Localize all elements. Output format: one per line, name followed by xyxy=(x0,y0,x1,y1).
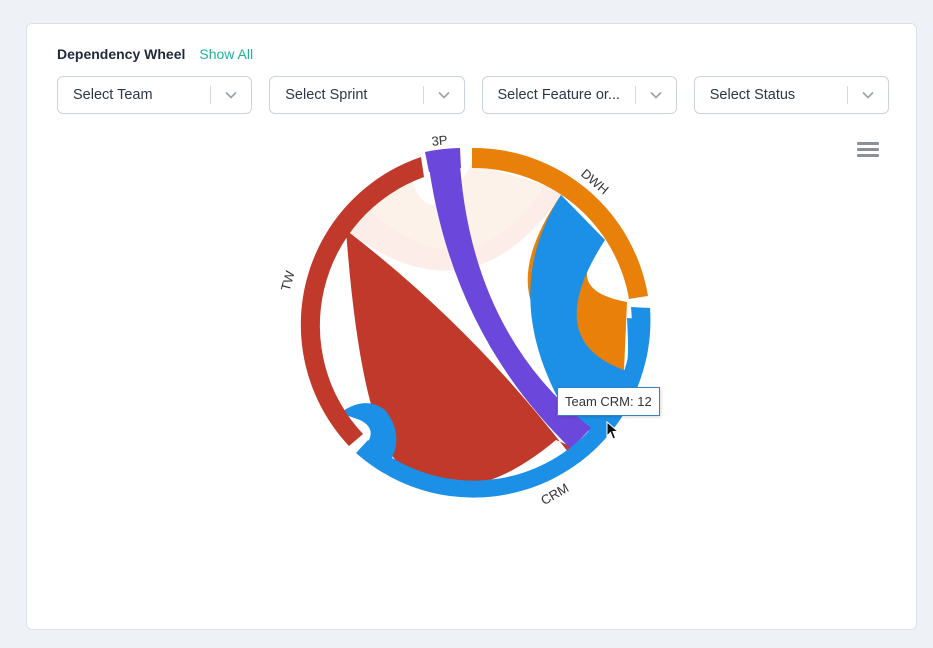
node-arc-3p[interactable] xyxy=(425,148,461,172)
select-feature-label: Select Feature or... xyxy=(497,87,621,103)
show-all-link[interactable]: Show All xyxy=(199,46,254,62)
node-arc-dwh[interactable] xyxy=(472,147,648,299)
select-team-label: Select Team xyxy=(73,87,153,103)
select-feature-dropdown[interactable]: Select Feature or... xyxy=(481,76,677,114)
card-header: Dependency Wheel Show All xyxy=(57,44,253,64)
dropdown-separator xyxy=(634,86,636,104)
select-status-label: Select Status xyxy=(709,87,796,103)
node-arc-tw[interactable] xyxy=(300,157,424,446)
select-status-dropdown[interactable]: Select Status xyxy=(693,76,889,114)
dropdown-separator xyxy=(210,86,212,104)
ribbon-crm-tw-hook[interactable] xyxy=(340,403,397,462)
node-label-3p: 3P xyxy=(431,132,448,149)
mouse-pointer-icon xyxy=(606,421,620,440)
node-arc-crm[interactable] xyxy=(356,307,651,498)
dropdown-separator xyxy=(847,86,848,104)
chart-tooltip: Team CRM: 12 xyxy=(557,387,660,416)
chart-title: Dependency Wheel xyxy=(57,46,186,62)
node-label-tw: TW xyxy=(278,268,298,292)
ribbon-tw-dwh[interactable] xyxy=(346,185,561,271)
chevron-down-icon[interactable] xyxy=(221,85,241,105)
select-sprint-label: Select Sprint xyxy=(285,87,368,103)
hamburger-menu-icon[interactable] xyxy=(857,142,879,160)
select-team-dropdown[interactable]: Select Team xyxy=(57,76,253,114)
dependency-wheel-card: Dependency Wheel Show All Select Team Se… xyxy=(26,23,917,630)
ribbon-3p-crm[interactable] xyxy=(427,148,591,449)
chevron-down-icon[interactable] xyxy=(434,85,454,105)
node-label-crm: CRM xyxy=(538,480,571,508)
ribbon-tw-crm[interactable] xyxy=(346,230,575,487)
dropdown-separator xyxy=(422,86,424,104)
chevron-down-icon[interactable] xyxy=(858,85,878,105)
chevron-down-icon[interactable] xyxy=(646,85,666,105)
ribbon-crm-crm[interactable] xyxy=(530,195,650,432)
filter-bar: Select Team Select Sprint Select Feature… xyxy=(57,76,889,114)
select-sprint-dropdown[interactable]: Select Sprint xyxy=(269,76,465,114)
